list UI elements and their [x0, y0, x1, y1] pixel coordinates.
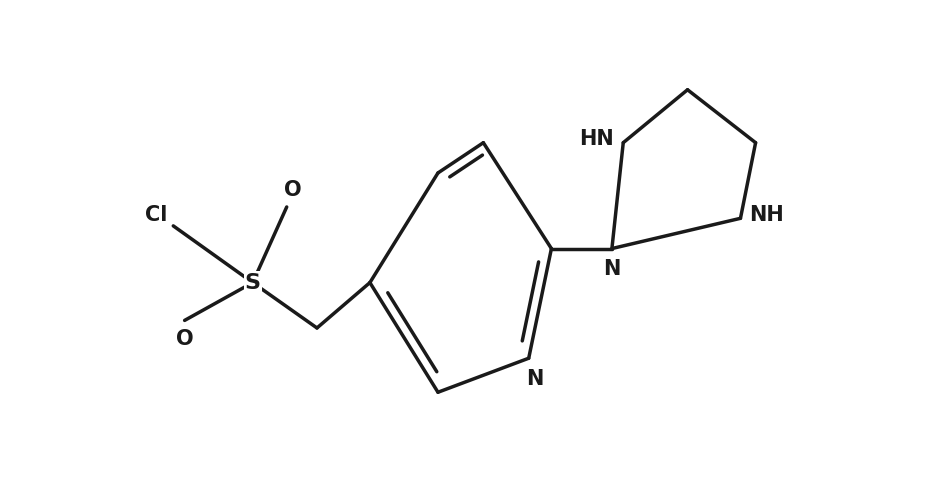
Text: N: N [603, 259, 620, 279]
Text: O: O [284, 180, 301, 201]
Text: HN: HN [580, 129, 615, 149]
Text: S: S [244, 273, 261, 293]
Text: N: N [526, 369, 544, 389]
Text: O: O [176, 329, 194, 349]
Text: Cl: Cl [145, 204, 168, 225]
Text: NH: NH [750, 204, 784, 225]
